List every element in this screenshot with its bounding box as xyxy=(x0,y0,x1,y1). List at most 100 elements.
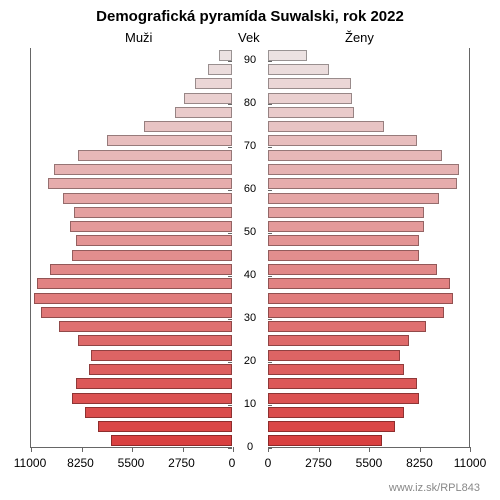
bar-male xyxy=(72,393,232,404)
age-tick xyxy=(228,405,232,406)
label-female: Ženy xyxy=(345,30,374,45)
bar-male xyxy=(70,221,232,232)
x-tick-label: 11000 xyxy=(454,456,486,470)
bar-female xyxy=(268,335,409,346)
bar-female xyxy=(268,307,444,318)
bar-female xyxy=(268,250,419,261)
bar-male xyxy=(78,150,232,161)
bar-female xyxy=(268,421,395,432)
bar-female xyxy=(268,350,400,361)
age-tick-label: 90 xyxy=(232,54,268,66)
bar-male xyxy=(219,50,232,61)
age-tick xyxy=(268,61,272,62)
age-tick xyxy=(268,448,272,449)
age-tick xyxy=(228,61,232,62)
age-tick xyxy=(228,448,232,449)
age-tick xyxy=(268,405,272,406)
bar-female xyxy=(268,64,329,75)
bar-male xyxy=(48,178,232,189)
age-tick-label: 30 xyxy=(232,312,268,324)
label-age: Vek xyxy=(238,30,260,45)
bar-male xyxy=(63,193,232,204)
x-tick xyxy=(319,447,320,452)
bar-female xyxy=(268,293,453,304)
age-tick xyxy=(228,319,232,320)
x-tick xyxy=(132,447,133,452)
bar-female xyxy=(268,221,424,232)
bar-female xyxy=(268,164,459,175)
bar-female xyxy=(268,378,417,389)
bar-male xyxy=(208,64,232,75)
bar-female xyxy=(268,135,417,146)
bar-female xyxy=(268,364,404,375)
bar-male xyxy=(34,293,232,304)
age-tick-label: 0 xyxy=(232,441,268,453)
x-tick-label: 5500 xyxy=(356,456,383,470)
chart-container: Demografická pyramída Suwalski, rok 2022… xyxy=(0,0,500,500)
bar-female xyxy=(268,435,382,446)
bar-female xyxy=(268,407,404,418)
age-tick xyxy=(228,104,232,105)
bar-female xyxy=(268,393,419,404)
age-tick xyxy=(268,233,272,234)
bar-male xyxy=(72,250,232,261)
bar-male xyxy=(91,350,232,361)
x-tick xyxy=(420,447,421,452)
plot-left xyxy=(30,48,232,448)
age-tick-label: 80 xyxy=(232,97,268,109)
bar-male xyxy=(54,164,232,175)
plot-right xyxy=(268,48,470,448)
bar-female xyxy=(268,121,384,132)
bar-female xyxy=(268,178,457,189)
age-tick xyxy=(268,362,272,363)
x-tick-label: 5500 xyxy=(118,456,145,470)
x-tick xyxy=(183,447,184,452)
bar-male xyxy=(89,364,232,375)
footer-credit: www.iz.sk/RPL843 xyxy=(389,482,480,494)
age-tick xyxy=(268,276,272,277)
age-tick-label: 70 xyxy=(232,140,268,152)
bar-female xyxy=(268,50,307,61)
age-tick xyxy=(228,147,232,148)
x-tick-label: 11000 xyxy=(14,456,46,470)
bar-female xyxy=(268,264,437,275)
bar-female xyxy=(268,321,426,332)
bar-female xyxy=(268,278,450,289)
age-tick-label: 60 xyxy=(232,183,268,195)
x-tick-label: 2750 xyxy=(305,456,332,470)
bar-female xyxy=(268,78,351,89)
bar-female xyxy=(268,107,354,118)
age-tick xyxy=(268,147,272,148)
chart-title: Demografická pyramída Suwalski, rok 2022 xyxy=(0,8,500,25)
bar-male xyxy=(85,407,232,418)
age-tick xyxy=(268,190,272,191)
x-tick-label: 0 xyxy=(229,456,236,470)
bar-female xyxy=(268,207,424,218)
bar-male xyxy=(74,207,232,218)
bar-male xyxy=(37,278,232,289)
bar-male xyxy=(107,135,232,146)
bar-male xyxy=(98,421,232,432)
bar-female xyxy=(268,150,442,161)
bar-male xyxy=(111,435,232,446)
bar-male xyxy=(195,78,232,89)
label-male: Muži xyxy=(125,30,152,45)
bar-female xyxy=(268,93,352,104)
x-tick-label: 8250 xyxy=(406,456,433,470)
bar-male xyxy=(59,321,232,332)
bar-female xyxy=(268,235,419,246)
age-tick xyxy=(228,233,232,234)
age-tick xyxy=(228,362,232,363)
age-tick-label: 10 xyxy=(232,398,268,410)
bar-male xyxy=(76,235,232,246)
x-tick xyxy=(369,447,370,452)
x-tick-label: 2750 xyxy=(168,456,195,470)
age-tick xyxy=(268,104,272,105)
x-tick-label: 0 xyxy=(265,456,272,470)
bar-male xyxy=(76,378,232,389)
age-tick xyxy=(228,190,232,191)
bar-male xyxy=(50,264,232,275)
age-tick-label: 20 xyxy=(232,355,268,367)
x-tick xyxy=(82,447,83,452)
age-tick-label: 50 xyxy=(232,226,268,238)
